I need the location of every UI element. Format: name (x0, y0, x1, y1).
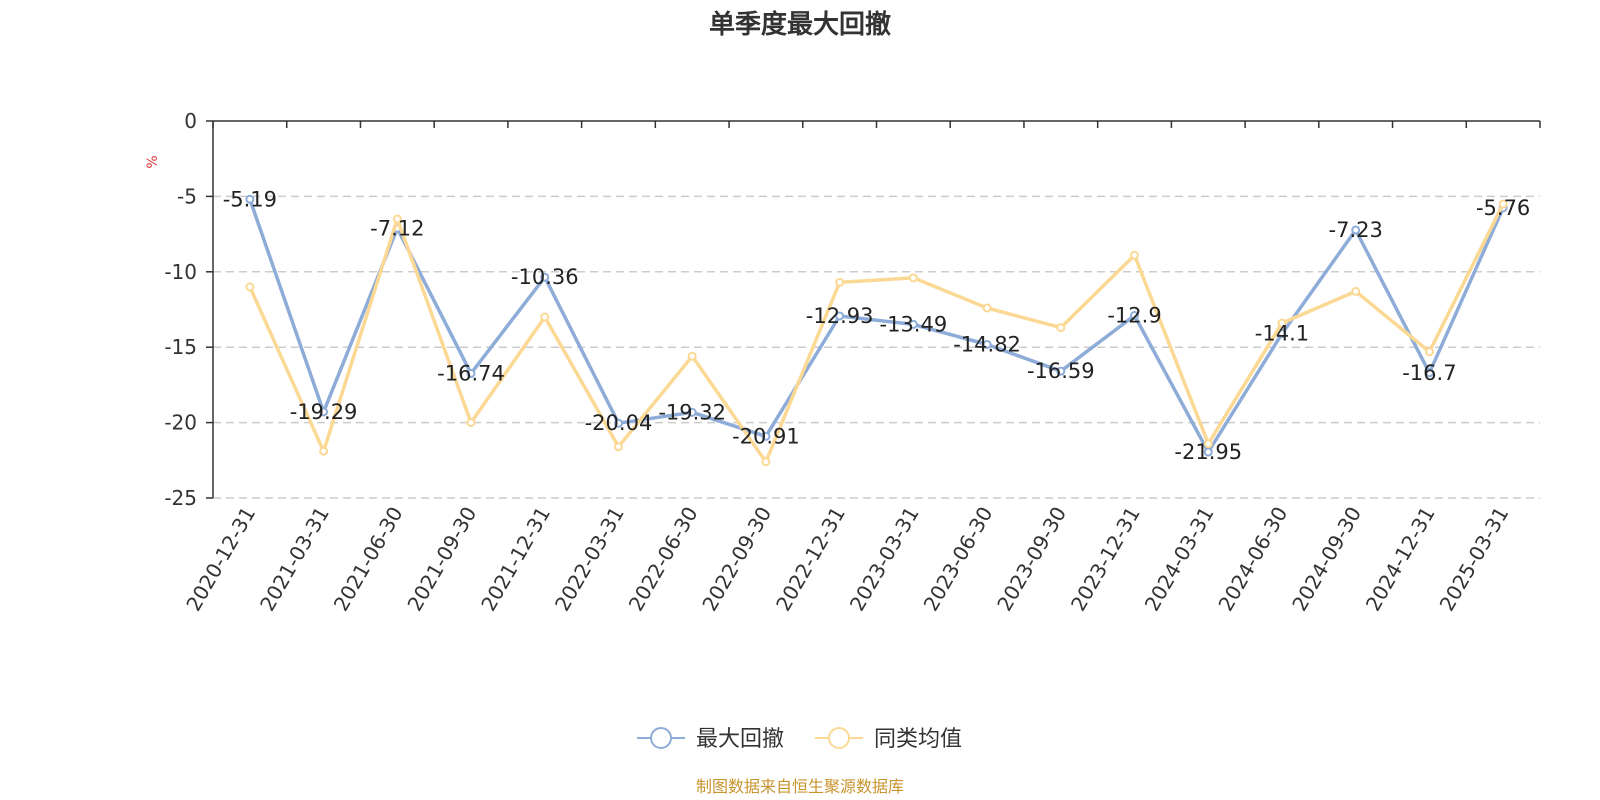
legend-marker (650, 727, 672, 749)
y-axis-unit-label: % (145, 155, 161, 168)
data-point[interactable] (319, 446, 329, 456)
grid-lines (213, 195, 1540, 499)
x-tick-label: 2023-03-31 (845, 503, 924, 616)
chart-title: 单季度最大回撤 (709, 9, 891, 40)
data-point[interactable] (466, 418, 476, 428)
data-label: -20.04 (585, 411, 653, 435)
data-point[interactable] (982, 303, 992, 313)
data-label: -12.93 (806, 304, 874, 328)
legend-item-2[interactable]: 同类均值 (815, 727, 962, 752)
x-tick-label: 2021-09-30 (402, 503, 481, 616)
data-label: -7.12 (370, 216, 424, 240)
data-point[interactable] (1203, 447, 1213, 457)
series-line (248, 198, 1505, 454)
data-point[interactable] (1277, 329, 1287, 339)
legend-label: 同类均值 (874, 727, 962, 752)
data-point[interactable] (982, 339, 992, 349)
series-2 (245, 199, 1508, 467)
data-point[interactable] (687, 407, 697, 417)
x-tick-label: 2022-09-30 (697, 503, 776, 616)
data-point[interactable] (1351, 225, 1361, 235)
x-tick-label: 2021-12-31 (476, 503, 555, 616)
data-point[interactable] (1203, 439, 1213, 449)
x-tick-label: 2023-06-30 (919, 502, 998, 615)
data-point[interactable] (245, 282, 255, 292)
x-tick-label: 2024-06-30 (1213, 503, 1292, 616)
data-label: -10.36 (511, 265, 579, 289)
x-tick-label: 2020-12-31 (181, 503, 260, 616)
legend-marker (828, 727, 850, 749)
x-tick-label: 2024-09-30 (1287, 503, 1366, 616)
data-label: -5.19 (223, 187, 277, 211)
data-point[interactable] (1498, 199, 1508, 209)
axes: 0-5-10-15-20-252020-12-312021-03-312021-… (164, 109, 1541, 616)
data-point[interactable] (835, 311, 845, 321)
series-line (248, 203, 1505, 464)
data-label: -7.23 (1329, 218, 1383, 242)
x-tick-label: 2024-12-31 (1361, 503, 1440, 616)
data-label: -5.76 (1476, 196, 1530, 220)
data-label: -20.91 (732, 424, 800, 448)
data-label: -12.9 (1107, 304, 1161, 328)
data-point[interactable] (835, 277, 845, 287)
data-point[interactable] (466, 368, 476, 378)
y-tick-label: -15 (164, 335, 197, 359)
y-tick-label: -5 (177, 184, 197, 208)
data-point[interactable] (613, 442, 623, 452)
data-point[interactable] (908, 273, 918, 283)
y-tick-label: -25 (164, 486, 197, 510)
data-point[interactable] (1424, 368, 1434, 378)
x-tick-label: 2023-12-31 (1066, 503, 1145, 616)
data-label: -19.29 (290, 400, 358, 424)
source-note: 制图数据来自恒生聚源数据库 (696, 777, 904, 796)
data-label: -19.32 (658, 400, 726, 424)
data-point[interactable] (245, 194, 255, 204)
data-point[interactable] (1056, 366, 1066, 376)
data-point[interactable] (319, 407, 329, 417)
data-point[interactable] (1130, 311, 1140, 321)
data-label: -16.7 (1402, 361, 1456, 385)
y-tick-label: 0 (184, 109, 197, 133)
x-tick-label: 2023-09-30 (992, 503, 1071, 616)
data-point[interactable] (540, 312, 550, 322)
x-tick-label: 2021-03-31 (255, 503, 334, 616)
x-tick-label: 2021-06-30 (329, 503, 408, 616)
data-label: -21.95 (1174, 440, 1242, 464)
data-label: -14.82 (953, 332, 1021, 356)
data-point[interactable] (687, 351, 697, 361)
data-point[interactable] (908, 319, 918, 329)
data-point[interactable] (1056, 323, 1066, 333)
data-point[interactable] (1130, 250, 1140, 260)
data-point[interactable] (1424, 347, 1434, 357)
data-label: -14.1 (1255, 322, 1309, 346)
y-tick-label: -10 (164, 260, 197, 284)
data-point[interactable] (1277, 318, 1287, 328)
series-lines (245, 194, 1508, 467)
data-label: -13.49 (880, 312, 948, 336)
data-labels: -5.19 -19.29 -7.12 -16.74 -10.36 -20.04 -19.32… (223, 187, 1531, 464)
data-point[interactable] (392, 214, 402, 224)
legend-label: 最大回撤 (696, 727, 784, 752)
x-tick-label: 2022-12-31 (771, 503, 850, 616)
data-label: -16.59 (1027, 359, 1095, 383)
legend[interactable]: 最大回撤 同类均值 (637, 727, 962, 752)
data-label: -16.74 (437, 361, 505, 385)
x-tick-label: 2022-03-31 (550, 503, 629, 616)
x-tick-label: 2024-03-31 (1140, 503, 1219, 616)
x-tick-label: 2022-06-30 (624, 503, 703, 616)
data-point[interactable] (613, 418, 623, 428)
x-tick-label: 2025-03-31 (1435, 503, 1514, 616)
data-point[interactable] (761, 457, 771, 467)
data-point[interactable] (1351, 286, 1361, 296)
y-tick-label: -20 (164, 411, 197, 435)
data-point[interactable] (540, 272, 550, 282)
legend-item-1[interactable]: 最大回撤 (637, 727, 784, 752)
data-point[interactable] (761, 431, 771, 441)
